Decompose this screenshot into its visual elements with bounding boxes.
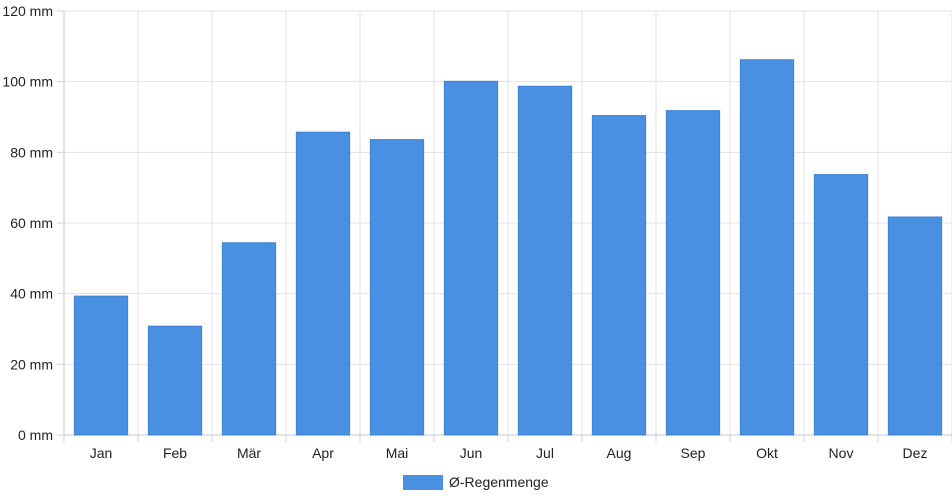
x-tick-label: Dez <box>903 445 928 461</box>
bar-jan[interactable] <box>73 295 129 436</box>
bar-aug[interactable] <box>591 115 647 436</box>
x-tick-label: Mär <box>237 445 261 461</box>
x-tick-label: Mai <box>386 445 409 461</box>
bar-mai[interactable] <box>369 139 425 436</box>
x-tick-label: Okt <box>756 445 778 461</box>
bar-okt[interactable] <box>739 59 795 436</box>
bar-sep[interactable] <box>665 110 721 436</box>
y-tick-label: 20 mm <box>10 356 53 372</box>
x-tick-label: Apr <box>312 445 334 461</box>
bar-nov[interactable] <box>813 174 869 436</box>
y-tick-label: 0 mm <box>18 427 53 443</box>
y-tick-label: 60 mm <box>10 215 53 231</box>
axes <box>57 10 952 442</box>
bars <box>73 59 943 436</box>
y-tick-label: 80 mm <box>10 144 53 160</box>
legend[interactable]: Ø-Regenmenge <box>403 474 549 490</box>
legend-label: Ø-Regenmenge <box>449 474 549 490</box>
x-tick-label: Aug <box>607 445 632 461</box>
y-tick-label: 100 mm <box>2 74 53 90</box>
x-tick-label: Jan <box>90 445 113 461</box>
x-tick-labels: Jan Feb Mär Apr Mai Jun Jul Aug Sep Okt Nov Dez <box>90 445 928 461</box>
bar-feb[interactable] <box>147 325 203 436</box>
bar-jul[interactable] <box>517 85 573 436</box>
legend-swatch <box>403 475 443 490</box>
bar-apr[interactable] <box>295 131 351 436</box>
x-tick-label: Sep <box>681 445 706 461</box>
y-tick-labels: 0 mm 20 mm 40 mm 60 mm 80 mm 100 mm 120 mm <box>2 3 53 443</box>
x-tick-label: Feb <box>163 445 187 461</box>
x-tick-label: Jul <box>536 445 554 461</box>
y-tick-label: 120 mm <box>2 3 53 19</box>
bar-jun[interactable] <box>443 80 499 436</box>
x-tick-label: Nov <box>829 445 854 461</box>
y-tick-label: 40 mm <box>10 286 53 302</box>
x-tick-label: Jun <box>460 445 483 461</box>
bar-mär[interactable] <box>221 242 277 436</box>
bar-dez[interactable] <box>887 216 943 436</box>
grid-lines <box>63 10 952 436</box>
